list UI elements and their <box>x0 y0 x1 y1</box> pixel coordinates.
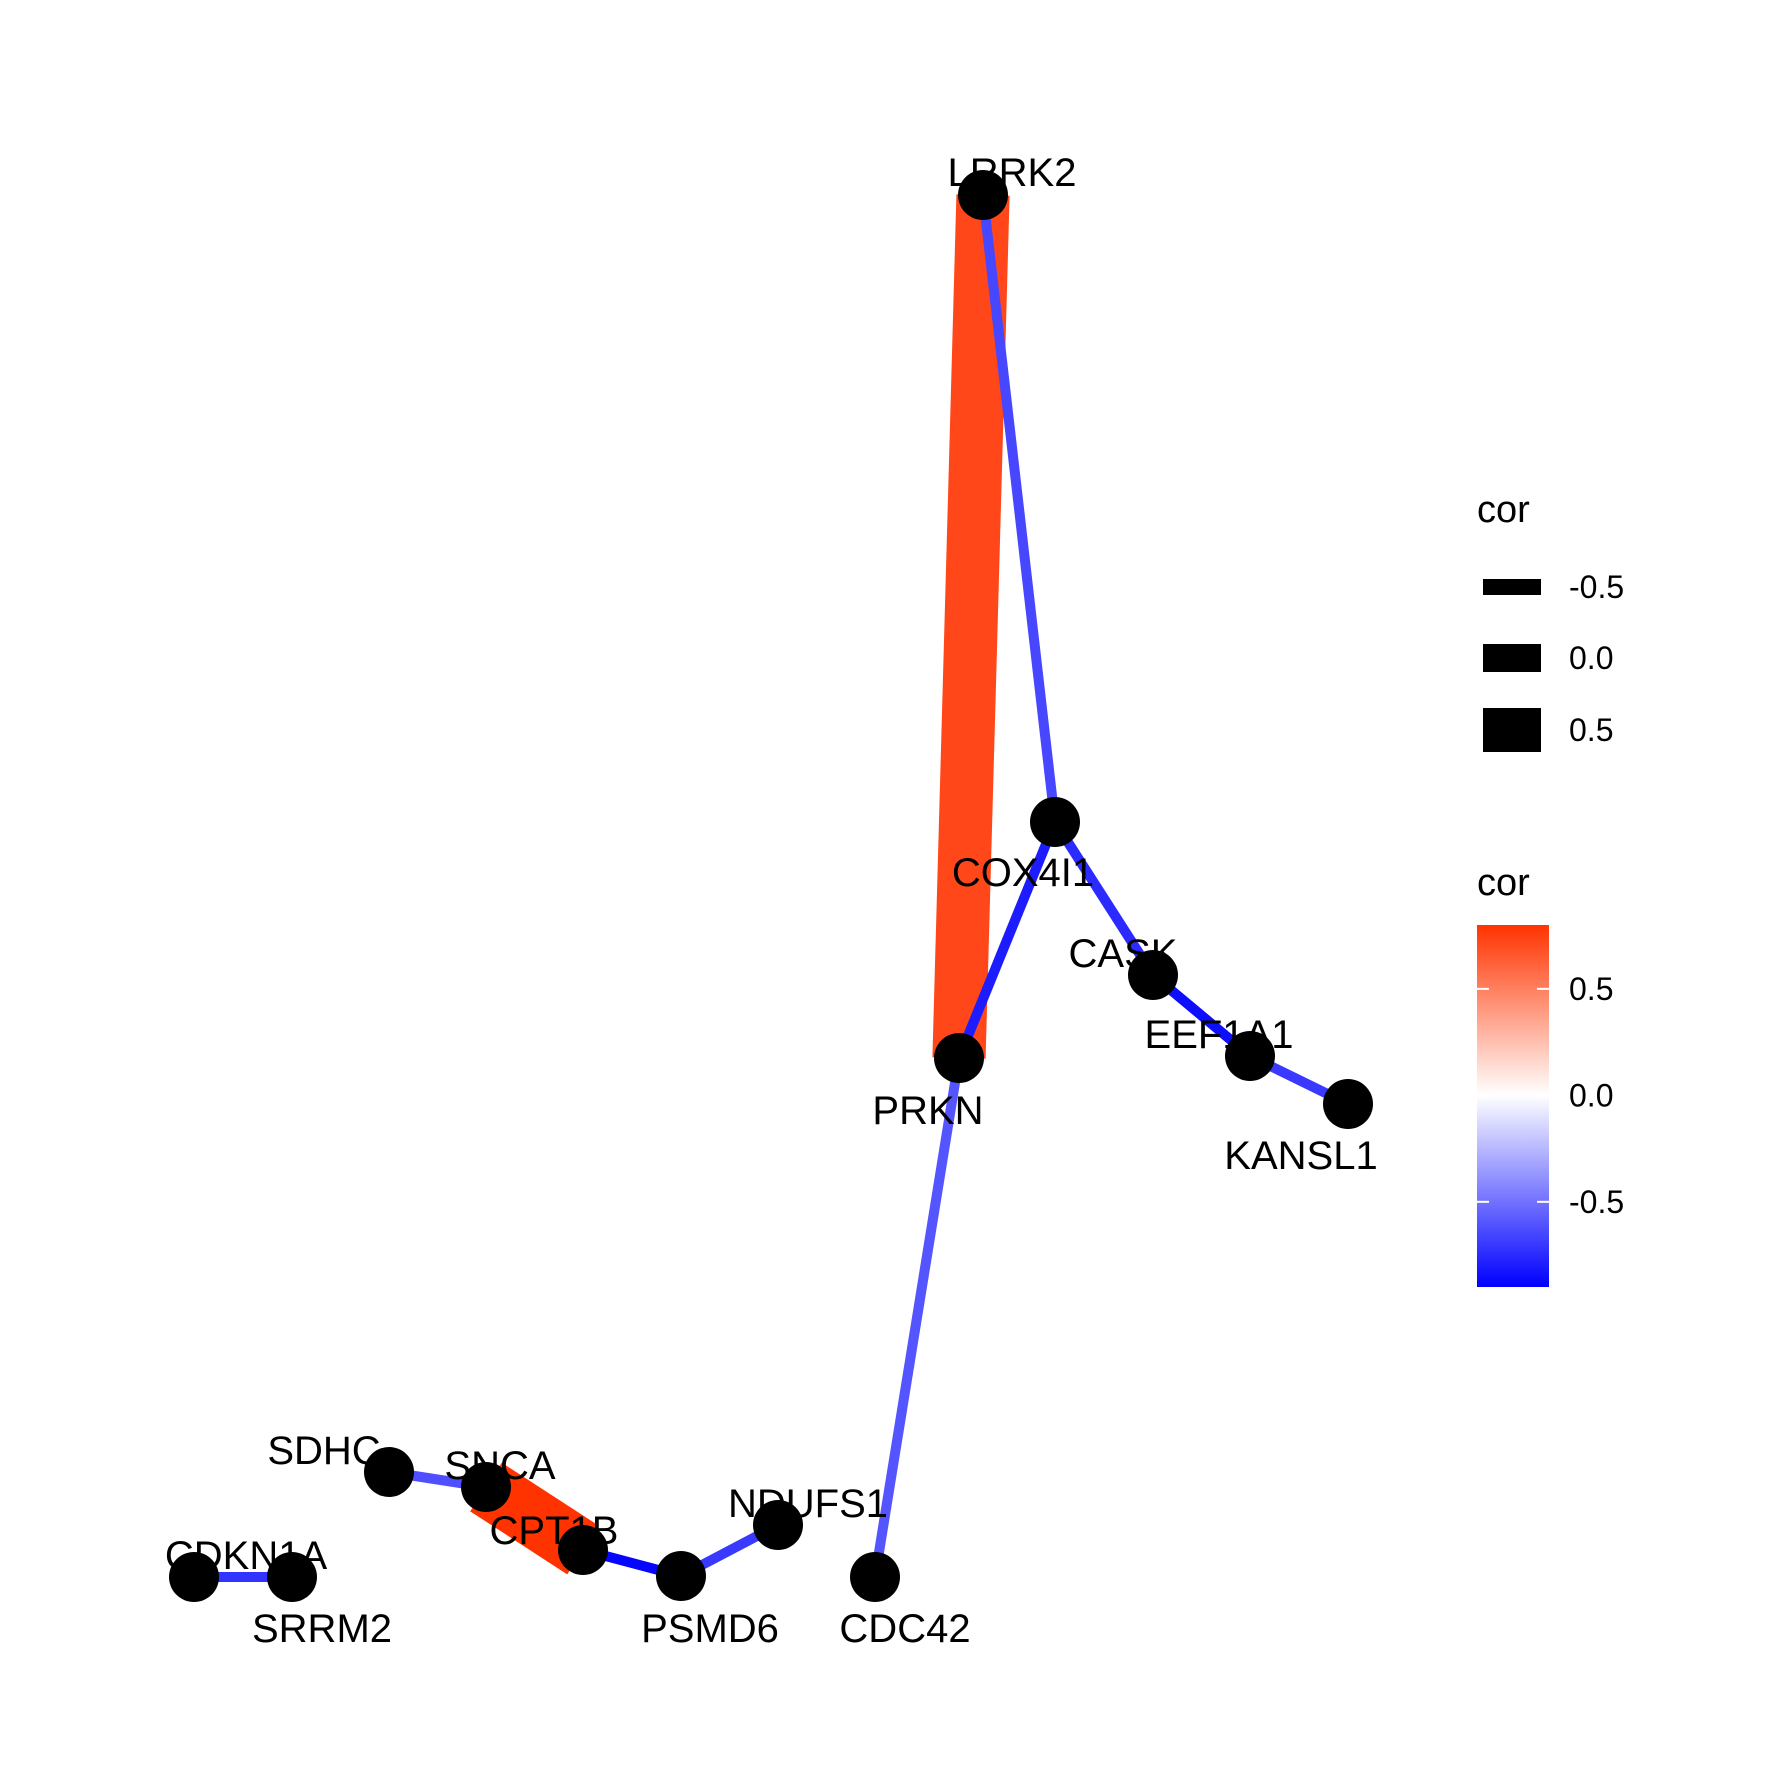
color-legend-title: cor <box>1477 862 1530 904</box>
colorbar <box>1477 925 1549 1287</box>
node-label-snca: SNCA <box>444 1444 555 1488</box>
node-label-kansl1: KANSL1 <box>1224 1134 1377 1178</box>
colorbar-ticks: 0.5 0.0 -0.5 <box>1477 971 1624 1220</box>
colorbar-tick-label-0: 0.5 <box>1569 971 1613 1007</box>
node-snca <box>461 1462 511 1512</box>
colorbar-tick-label-2: -0.5 <box>1569 1184 1624 1220</box>
label-layer: LRRK2 COX4I1 PRKN CASK EEF1A1 KANSL1 CDC42 NDUF… <box>165 151 1378 1651</box>
node-label-sdhc: SDHC <box>267 1429 380 1473</box>
node-prkn <box>934 1033 984 1083</box>
edge-prkn-cdc42 <box>870 1057 964 1578</box>
node-eef1a1 <box>1225 1031 1275 1081</box>
node-label-cdc42: CDC42 <box>839 1607 970 1651</box>
width-legend: -0.5 0.0 0.5 <box>1483 569 1624 752</box>
node-ndufs1 <box>753 1500 803 1550</box>
width-legend-key-2 <box>1483 708 1541 752</box>
node-label-srrm2: SRRM2 <box>252 1607 392 1651</box>
node-cdkn1a <box>169 1552 219 1602</box>
node-label-cask: CASK <box>1069 932 1178 976</box>
node-lrrk2 <box>958 170 1008 220</box>
colorbar-tick-label-1: 0.0 <box>1569 1077 1613 1113</box>
node-label-prkn: PRKN <box>872 1089 983 1133</box>
width-legend-key-1 <box>1483 644 1541 672</box>
edge-cox4i1-prkn <box>954 820 1060 1060</box>
edge-lrrk2-cox4i1 <box>978 194 1060 823</box>
width-legend-label-1: 0.0 <box>1569 640 1613 676</box>
node-label-cdkn1a: CDKN1A <box>165 1534 328 1578</box>
width-legend-label-2: 0.5 <box>1569 712 1613 748</box>
node-label-psmd6: PSMD6 <box>641 1607 779 1651</box>
edge-cox4i1-cask <box>1050 819 1158 978</box>
node-label-lrrk2: LRRK2 <box>948 151 1077 195</box>
width-legend-title: cor <box>1477 489 1530 531</box>
node-label-eef1a1: EEF1A1 <box>1145 1013 1294 1057</box>
node-cox4i1 <box>1030 797 1080 847</box>
node-label-ndufs1: NDUFS1 <box>728 1482 888 1526</box>
node-cask <box>1128 950 1178 1000</box>
node-sdhc <box>364 1447 414 1497</box>
edge-layer <box>194 194 1351 1582</box>
node-psmd6 <box>656 1551 706 1601</box>
node-kansl1 <box>1323 1079 1373 1129</box>
node-label-cpt1b: CPT1B <box>490 1509 619 1553</box>
legend: cor -0.5 0.0 0.5 cor 0.5 0.0 -0.5 <box>1477 489 1624 1287</box>
node-srrm2 <box>267 1552 317 1602</box>
node-layer <box>169 170 1373 1602</box>
width-legend-label-0: -0.5 <box>1569 569 1624 605</box>
width-legend-key-0 <box>1483 579 1541 595</box>
edge-lrrk2-prkn <box>932 194 1010 1059</box>
node-cdc42 <box>850 1552 900 1602</box>
node-label-cox4i1: COX4I1 <box>952 851 1094 895</box>
node-cpt1b <box>558 1525 608 1575</box>
